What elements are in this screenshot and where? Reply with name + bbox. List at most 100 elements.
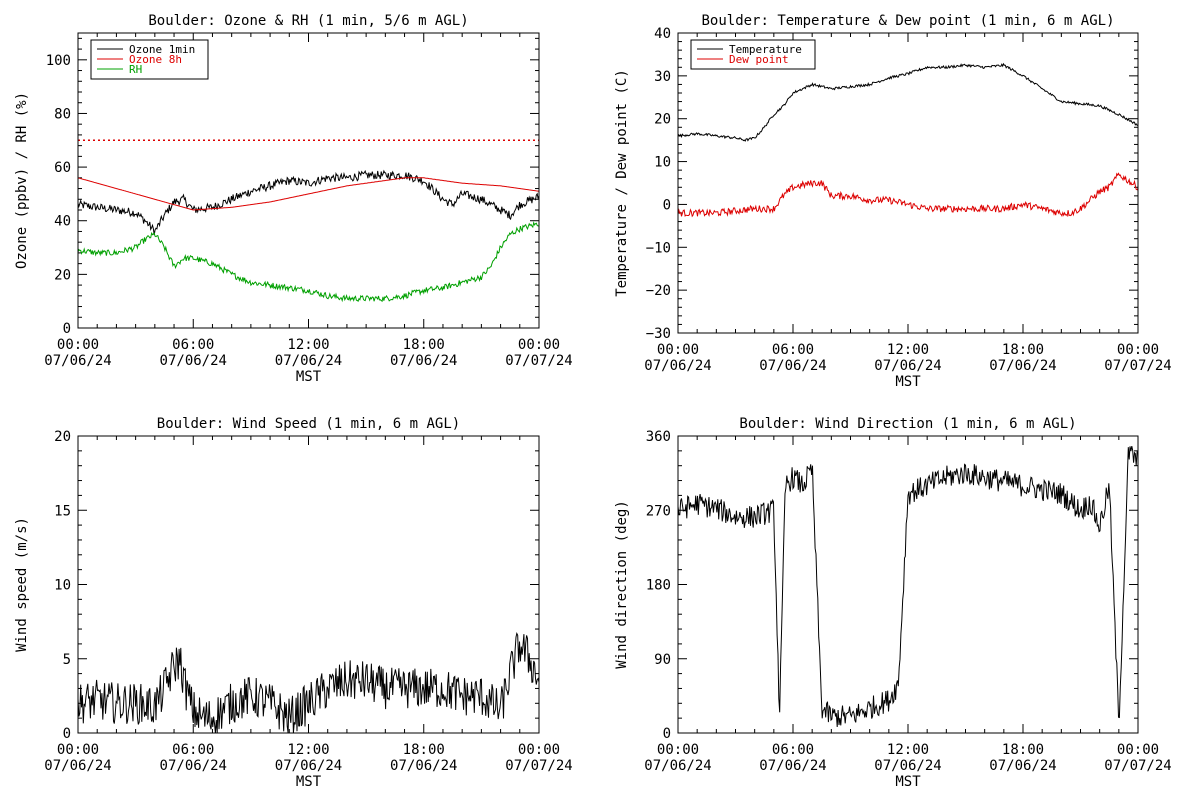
x-tick-label-time: 06:00 [172,742,214,758]
x-axis-label: MST [895,774,921,790]
y-tick-label: 0 [63,321,71,337]
x-tick-label-time: 06:00 [772,342,814,358]
y-tick-label: 0 [663,726,671,742]
plot-frame [77,32,540,329]
x-axis-label: MST [296,369,322,385]
legend-box [690,39,816,70]
series-line-1 [678,446,1138,728]
y-axis-label: Wind speed (m/s) [14,517,30,652]
series-line-1 [78,632,539,733]
y-tick-label: 270 [646,503,671,519]
series-line-1 [78,169,539,236]
x-tick-label-date: 07/06/24 [44,758,111,774]
y-axis-label: Temperature / Dew point (C) [614,69,630,297]
x-tick-label-time: 00:00 [518,742,560,758]
y-tick-label: 90 [654,652,671,668]
y-tick-label: 360 [646,429,671,445]
x-tick-label-time: 12:00 [887,342,929,358]
x-tick-label-date: 07/06/24 [874,358,941,374]
x-tick-label-date: 07/07/24 [1104,358,1171,374]
y-tick-label: 15 [54,503,71,519]
x-tick-label-time: 12:00 [287,742,329,758]
x-tick-label-date: 07/06/24 [989,758,1056,774]
y-tick-label: 10 [54,578,71,594]
x-tick-label-date: 07/06/24 [644,358,711,374]
chart-title: Boulder: Wind Direction (1 min, 6 m AGL) [739,416,1076,432]
x-tick-label-time: 12:00 [287,337,329,353]
x-tick-label-time: 00:00 [1117,342,1159,358]
x-tick-label-date: 07/06/24 [275,353,342,369]
x-tick-label-date: 07/07/24 [1104,758,1171,774]
y-tick-label: 20 [54,267,71,283]
chart-title: Boulder: Ozone & RH (1 min, 5/6 m AGL) [148,13,468,29]
x-tick-label-date: 07/07/24 [505,758,572,774]
x-tick-label-date: 07/06/24 [44,353,111,369]
y-tick-label: 40 [654,26,671,42]
x-tick-label-date: 07/06/24 [275,758,342,774]
chart-panel-3: Boulder: Wind Speed (1 min, 6 m AGL) Wind… [14,416,573,790]
y-tick-label: 0 [63,726,71,742]
x-tick-label-time: 00:00 [57,742,99,758]
legend-label: Dew point [729,53,789,66]
chart-panel-2: Boulder: Temperature & Dew point (1 min,… [614,13,1172,390]
plot-frame [77,435,540,734]
x-tick-label-time: 00:00 [518,337,560,353]
y-tick-label: 60 [54,160,71,176]
series-line-1 [678,62,1138,142]
x-tick-label-date: 07/06/24 [390,758,457,774]
y-axis-label: Wind direction (deg) [614,500,630,669]
x-tick-label-time: 18:00 [403,742,445,758]
y-tick-label: 5 [63,652,71,668]
x-tick-label-date: 07/06/24 [874,758,941,774]
plot-frame [677,435,1139,734]
x-tick-label-time: 18:00 [1002,742,1044,758]
y-tick-label: 10 [654,155,671,171]
y-tick-label: 100 [46,53,71,69]
chart-panel-1: Boulder: Ozone & RH (1 min, 5/6 m AGL) Oz… [14,13,573,385]
y-tick-label: 0 [663,197,671,213]
x-tick-label-date: 07/06/24 [759,758,826,774]
x-tick-label-date: 07/06/24 [160,758,227,774]
chart-title: Boulder: Wind Speed (1 min, 6 m AGL) [157,416,460,432]
x-tick-label-date: 07/06/24 [759,358,826,374]
x-tick-label-date: 07/06/24 [160,353,227,369]
plot-frame [677,32,1139,334]
legend-label: Ozone 8h [129,53,182,66]
x-tick-label-time: 18:00 [403,337,445,353]
x-tick-label-time: 00:00 [57,337,99,353]
y-tick-label: −20 [646,283,671,299]
y-tick-label: 20 [654,112,671,128]
legend-label: RH [129,63,142,76]
x-tick-label-time: 06:00 [772,742,814,758]
legend-label: Ozone 1min [129,43,195,56]
legend-label: Temperature [729,43,802,56]
y-tick-label: −10 [646,240,671,256]
series-line-2 [78,177,539,211]
y-tick-label: 30 [654,69,671,85]
chart-title: Boulder: Temperature & Dew point (1 min,… [701,13,1114,29]
y-axis-label: Ozone (ppbv) / RH (%) [14,92,30,269]
x-tick-label-date: 07/07/24 [505,353,572,369]
x-tick-label-time: 18:00 [1002,342,1044,358]
y-tick-label: −30 [646,326,671,342]
x-axis-label: MST [895,374,921,390]
x-tick-label-time: 12:00 [887,742,929,758]
y-tick-label: 80 [54,106,71,122]
series-line-2 [678,172,1138,218]
x-tick-label-date: 07/06/24 [644,758,711,774]
x-tick-label-time: 00:00 [657,342,699,358]
x-tick-label-time: 06:00 [172,337,214,353]
y-tick-label: 180 [646,578,671,594]
x-tick-label-time: 00:00 [657,742,699,758]
chart-panel-4: Boulder: Wind Direction (1 min, 6 m AGL)… [614,416,1172,790]
y-tick-label: 40 [54,214,71,230]
y-tick-label: 20 [54,429,71,445]
x-tick-label-date: 07/06/24 [390,353,457,369]
series-line-3 [78,221,539,303]
x-tick-label-time: 00:00 [1117,742,1159,758]
x-axis-label: MST [296,774,322,790]
